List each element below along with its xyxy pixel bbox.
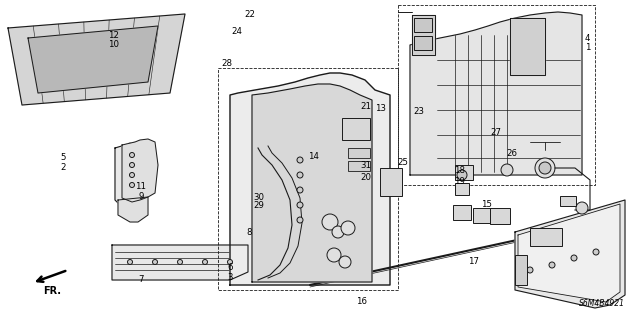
- Bar: [380, 168, 402, 196]
- Bar: [342, 118, 370, 140]
- Circle shape: [297, 217, 303, 223]
- Bar: [490, 208, 510, 224]
- Circle shape: [571, 255, 577, 261]
- Circle shape: [202, 259, 207, 264]
- Text: 25: 25: [397, 158, 409, 167]
- Polygon shape: [112, 245, 248, 280]
- Circle shape: [339, 256, 351, 268]
- Circle shape: [501, 164, 513, 176]
- Circle shape: [129, 182, 134, 188]
- Text: 21: 21: [360, 102, 372, 111]
- Polygon shape: [510, 18, 545, 75]
- Text: 8: 8: [247, 228, 252, 237]
- Text: 10: 10: [108, 40, 120, 49]
- Text: 19: 19: [454, 177, 465, 186]
- Circle shape: [457, 170, 467, 180]
- Bar: [414, 18, 432, 32]
- Circle shape: [127, 259, 132, 264]
- Bar: [455, 183, 469, 195]
- Text: 18: 18: [454, 166, 465, 175]
- Text: 30: 30: [253, 193, 265, 202]
- Text: 24: 24: [231, 27, 243, 36]
- Text: 28: 28: [221, 59, 233, 68]
- Text: 7: 7: [138, 275, 143, 284]
- Text: 4: 4: [585, 34, 590, 43]
- Text: 31: 31: [360, 161, 372, 170]
- Text: 27: 27: [490, 128, 502, 137]
- Text: 23: 23: [413, 107, 425, 115]
- Circle shape: [129, 162, 134, 167]
- Bar: [348, 161, 370, 171]
- Bar: [530, 228, 562, 246]
- Text: 11: 11: [135, 182, 147, 191]
- Circle shape: [593, 249, 599, 255]
- Bar: [453, 205, 471, 220]
- Polygon shape: [115, 142, 148, 205]
- Circle shape: [297, 202, 303, 208]
- Polygon shape: [28, 26, 158, 93]
- Polygon shape: [118, 197, 148, 222]
- Text: 17: 17: [468, 257, 479, 266]
- Bar: [560, 196, 576, 206]
- Circle shape: [152, 259, 157, 264]
- Circle shape: [341, 221, 355, 235]
- Polygon shape: [410, 12, 582, 175]
- Text: S6M4B4921: S6M4B4921: [579, 299, 625, 308]
- Bar: [414, 36, 432, 50]
- Circle shape: [527, 267, 533, 273]
- Polygon shape: [8, 14, 185, 105]
- Text: 3: 3: [228, 273, 233, 282]
- Text: 5: 5: [60, 153, 65, 162]
- Circle shape: [322, 214, 338, 230]
- Text: 29: 29: [254, 201, 264, 210]
- Polygon shape: [122, 139, 158, 202]
- Bar: [515, 255, 527, 285]
- Circle shape: [576, 202, 588, 214]
- Text: 13: 13: [375, 104, 387, 113]
- Polygon shape: [252, 84, 372, 282]
- Text: FR.: FR.: [43, 286, 61, 296]
- Circle shape: [129, 173, 134, 177]
- Bar: [473, 208, 491, 223]
- Circle shape: [177, 259, 182, 264]
- Circle shape: [129, 152, 134, 158]
- Bar: [348, 148, 370, 158]
- Circle shape: [297, 157, 303, 163]
- Text: 1: 1: [585, 43, 590, 52]
- Text: 15: 15: [481, 200, 492, 209]
- Text: 16: 16: [356, 297, 367, 306]
- Bar: [455, 165, 473, 180]
- Text: 22: 22: [244, 10, 255, 19]
- Polygon shape: [230, 73, 390, 285]
- Circle shape: [549, 262, 555, 268]
- Circle shape: [297, 187, 303, 193]
- Text: 2: 2: [60, 163, 65, 172]
- Text: 20: 20: [360, 173, 372, 182]
- Polygon shape: [518, 204, 620, 302]
- Text: 14: 14: [308, 152, 319, 161]
- Circle shape: [332, 226, 344, 238]
- Text: 6: 6: [228, 263, 233, 272]
- Circle shape: [327, 248, 341, 262]
- Polygon shape: [412, 15, 435, 55]
- Circle shape: [535, 158, 555, 178]
- Circle shape: [539, 162, 551, 174]
- Polygon shape: [515, 200, 625, 308]
- Circle shape: [297, 172, 303, 178]
- Text: 26: 26: [506, 149, 518, 158]
- Text: 12: 12: [108, 31, 120, 40]
- Circle shape: [227, 259, 232, 264]
- Text: 9: 9: [138, 192, 143, 201]
